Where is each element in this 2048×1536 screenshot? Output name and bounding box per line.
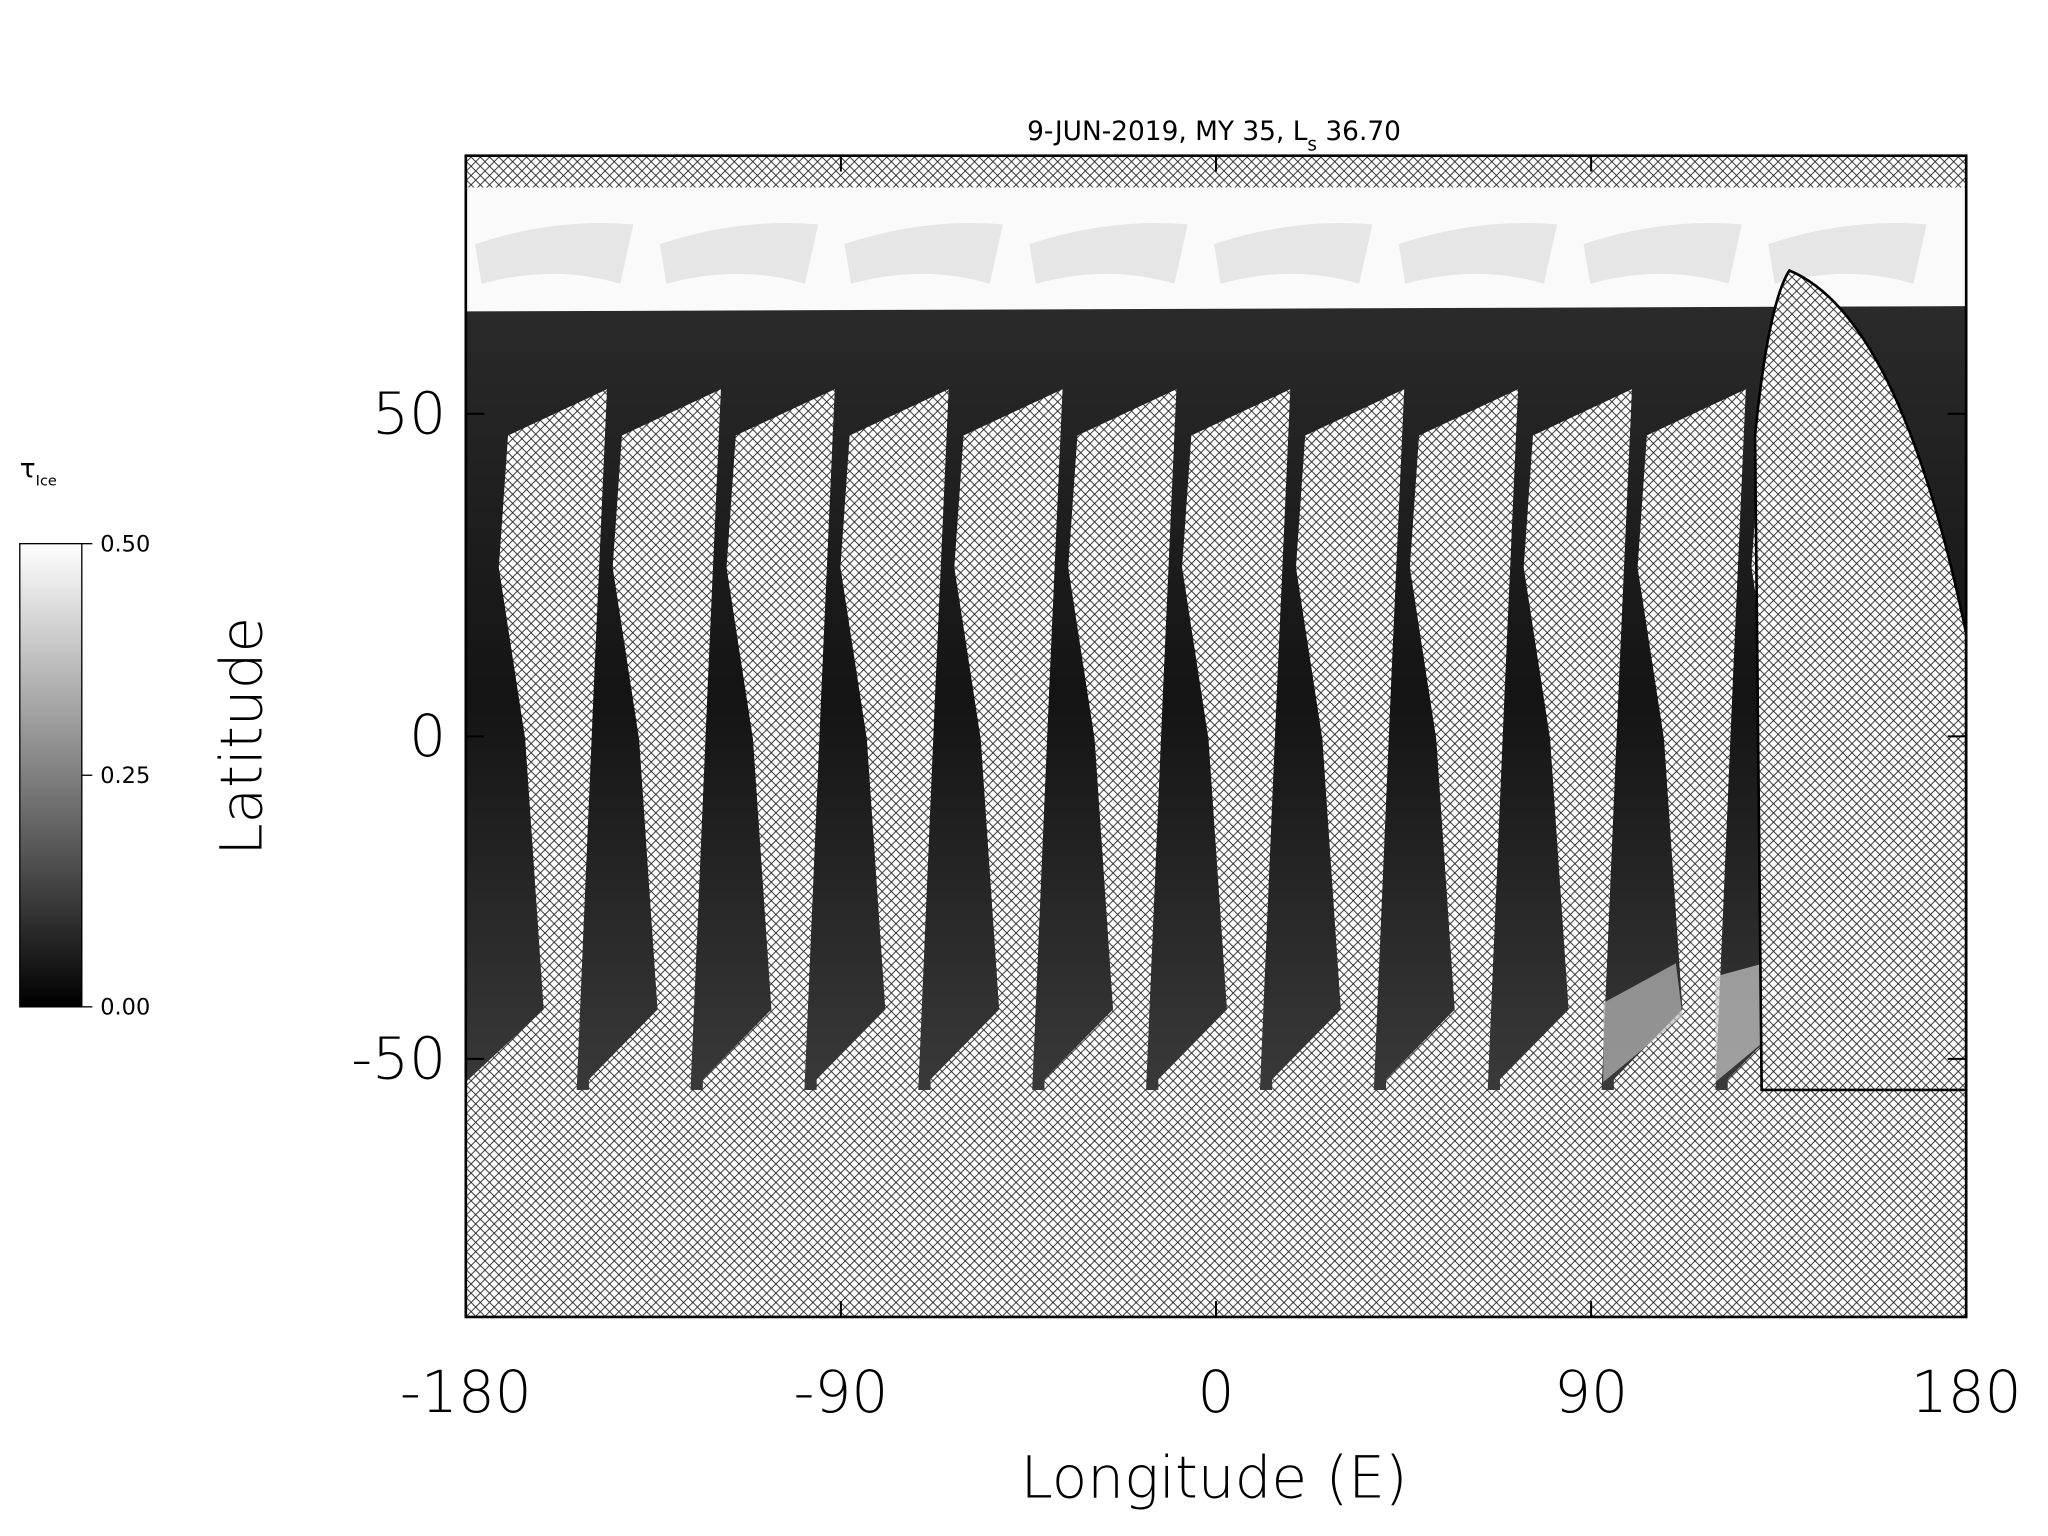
gap [702, 389, 835, 1090]
colorbar-tick-label: 0.25 [100, 763, 150, 789]
gap [1386, 389, 1519, 1090]
y-tick-label: 50 [372, 380, 446, 448]
gap [1499, 389, 1632, 1090]
colorbar-label-subscript: Ice [36, 474, 57, 490]
cloud-streak [1768, 223, 1927, 284]
map-image [465, 155, 1967, 1317]
gap [475, 389, 608, 1090]
y-tick-label: 0 [409, 702, 446, 770]
gap [1272, 389, 1405, 1090]
gap [1613, 389, 1746, 1090]
y-tick-label: -50 [351, 1025, 446, 1093]
title-suffix: 36.70 [1317, 117, 1401, 147]
cloud-streak [475, 223, 634, 284]
cloud-streak [1398, 223, 1558, 284]
title-text: 9-JUN-2019, MY 35, L [1027, 117, 1308, 147]
cloud-streak [1029, 223, 1188, 284]
gap [930, 389, 1063, 1090]
chart-title: 9-JUN-2019, MY 35, Ls 36.70 [1027, 117, 1401, 156]
gap [1158, 389, 1291, 1090]
south-cloud [1603, 963, 1683, 1083]
title-subscript: s [1307, 134, 1317, 155]
x-axis-label: Longitude (E) [1020, 1444, 1407, 1512]
x-tick-label: 90 [1554, 1358, 1628, 1426]
cloud-streak [844, 223, 1003, 284]
x-tick-label: 0 [1198, 1358, 1235, 1426]
colorbar-tick-label: 0.50 [100, 532, 150, 558]
gap [465, 1009, 577, 1090]
x-tick-label: -90 [794, 1358, 889, 1426]
cloud-streak [659, 223, 819, 284]
colorbar-tick-label: 0.00 [100, 995, 150, 1021]
colorbar [19, 543, 83, 1008]
colorbar-label: τIce [20, 455, 57, 490]
south-no-data [465, 1089, 1967, 1317]
gap [588, 389, 721, 1090]
orbit-gap [1753, 268, 1967, 1092]
y-axis-label: Latitude [207, 617, 275, 856]
x-tick-label: 180 [1911, 1358, 2022, 1426]
x-tick-label: -180 [400, 1358, 532, 1426]
colorbar-label-symbol: τ [20, 455, 36, 485]
cloud-streak [1214, 223, 1373, 284]
gap [1044, 389, 1177, 1090]
gap [816, 389, 949, 1090]
cloud-streak [1583, 223, 1742, 284]
